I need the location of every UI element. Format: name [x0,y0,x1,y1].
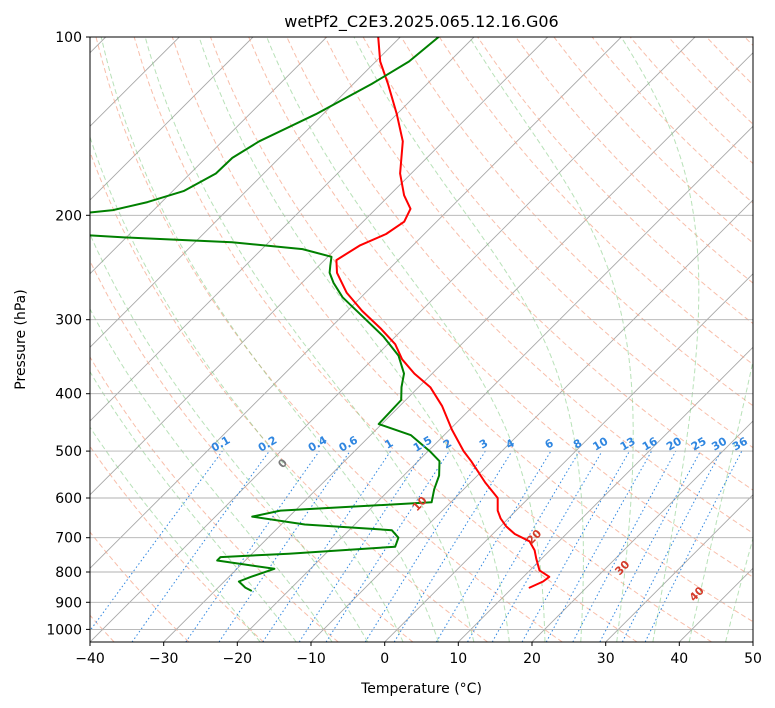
isotherm-line [531,420,753,642]
x-tick-label: −20 [223,651,253,667]
dry-adiabat-line [95,37,563,642]
y-tick-label: 900 [55,595,82,611]
y-tick-label: 1000 [46,622,82,638]
x-tick-label: 40 [670,651,688,667]
dry-adiabat-line [248,37,753,578]
moist-adiabat-line [620,37,700,642]
y-tick-label: 700 [55,531,82,547]
dry-adiabat-line [438,37,753,366]
isotherm-line [90,37,475,422]
x-tick-label: 0 [380,651,389,667]
moist-adiabat-line [100,37,439,642]
plot-frame [89,36,754,643]
isotherm-line [90,37,549,496]
y-tick-label: 800 [55,565,82,581]
x-tick-label: −40 [75,651,105,667]
isotherm-line [90,37,401,348]
dry-adiabat-line [210,37,753,623]
axis-ticks: −40 −30 −20 −10 0 10 20 30 40 50 100 200 300 400 500 60… [46,30,762,667]
mixing-ratio-line [185,450,320,642]
mixing-ratio-line [298,450,425,642]
moist-adiabat-line [353,37,584,642]
isotherm-line [384,273,753,642]
y-axis-label: Pressure (hPa) [13,289,29,389]
moist-adiabat-line [90,308,333,642]
mixing-ratio-line [218,450,351,642]
mixing-ratio-line [545,450,653,642]
y-tick-label: 500 [55,444,82,460]
dry-adiabat-line [515,37,753,284]
x-tick-label: −10 [296,651,326,667]
mixing-ratio-line [572,450,677,642]
moist-adiabat-line [266,37,546,642]
y-tick-label: 400 [55,387,82,403]
mixing-ratio-line [325,450,450,642]
x-tick-label: −30 [149,651,179,667]
chart-title: wetPf2_C2E3.2025.065.12.16.G06 [284,12,558,32]
dewpoint-profile-line [90,37,441,592]
isotherm-line [236,125,753,642]
x-tick-label: 20 [523,651,541,667]
x-tick-label: 10 [449,651,467,667]
mixing-ratio-line [90,450,223,632]
y-tick-label: 100 [55,30,82,46]
mixing-ratio-line [393,450,513,642]
x-tick-label: 50 [744,651,762,667]
moist-adiabat-line [144,37,475,642]
mixing-ratio-line [521,450,630,642]
dry-adiabat-line [90,531,190,642]
moist-adiabat-line [688,358,753,642]
isotherm-line [90,37,622,569]
dry-adiabat-line [324,37,753,491]
dry-adiabat-line [90,150,488,642]
isotherm-line [605,494,753,642]
dry-adiabat-line [90,259,414,642]
y-tick-label: 200 [55,208,82,224]
mixing-ratio-line [262,450,392,642]
x-axis-label: Temperature (°C) [360,681,482,697]
mixing-ratio-line [131,450,270,642]
moist-adiabat-line [198,37,510,642]
isotherm-line [90,37,696,642]
dry-adiabat-line [171,37,712,642]
temperature-profile-line [335,37,551,589]
dry-adiabat-line [400,37,753,407]
isotherm-line [90,37,328,275]
dry-adiabat-line [90,445,264,642]
dry-adiabat-line [90,356,339,642]
moist-adiabat-line [725,536,753,642]
y-tick-label: 600 [55,491,82,507]
x-tick-label: 30 [597,651,615,667]
moist-adiabat-line [90,232,369,642]
plot-area [90,37,753,642]
isotherm-line [457,346,753,642]
isotherm-line [90,37,254,201]
dry-adiabat-line [133,37,638,642]
isotherm-line [163,52,753,642]
mixing-ratio-line [644,450,743,642]
y-tick-label: 300 [55,313,82,329]
